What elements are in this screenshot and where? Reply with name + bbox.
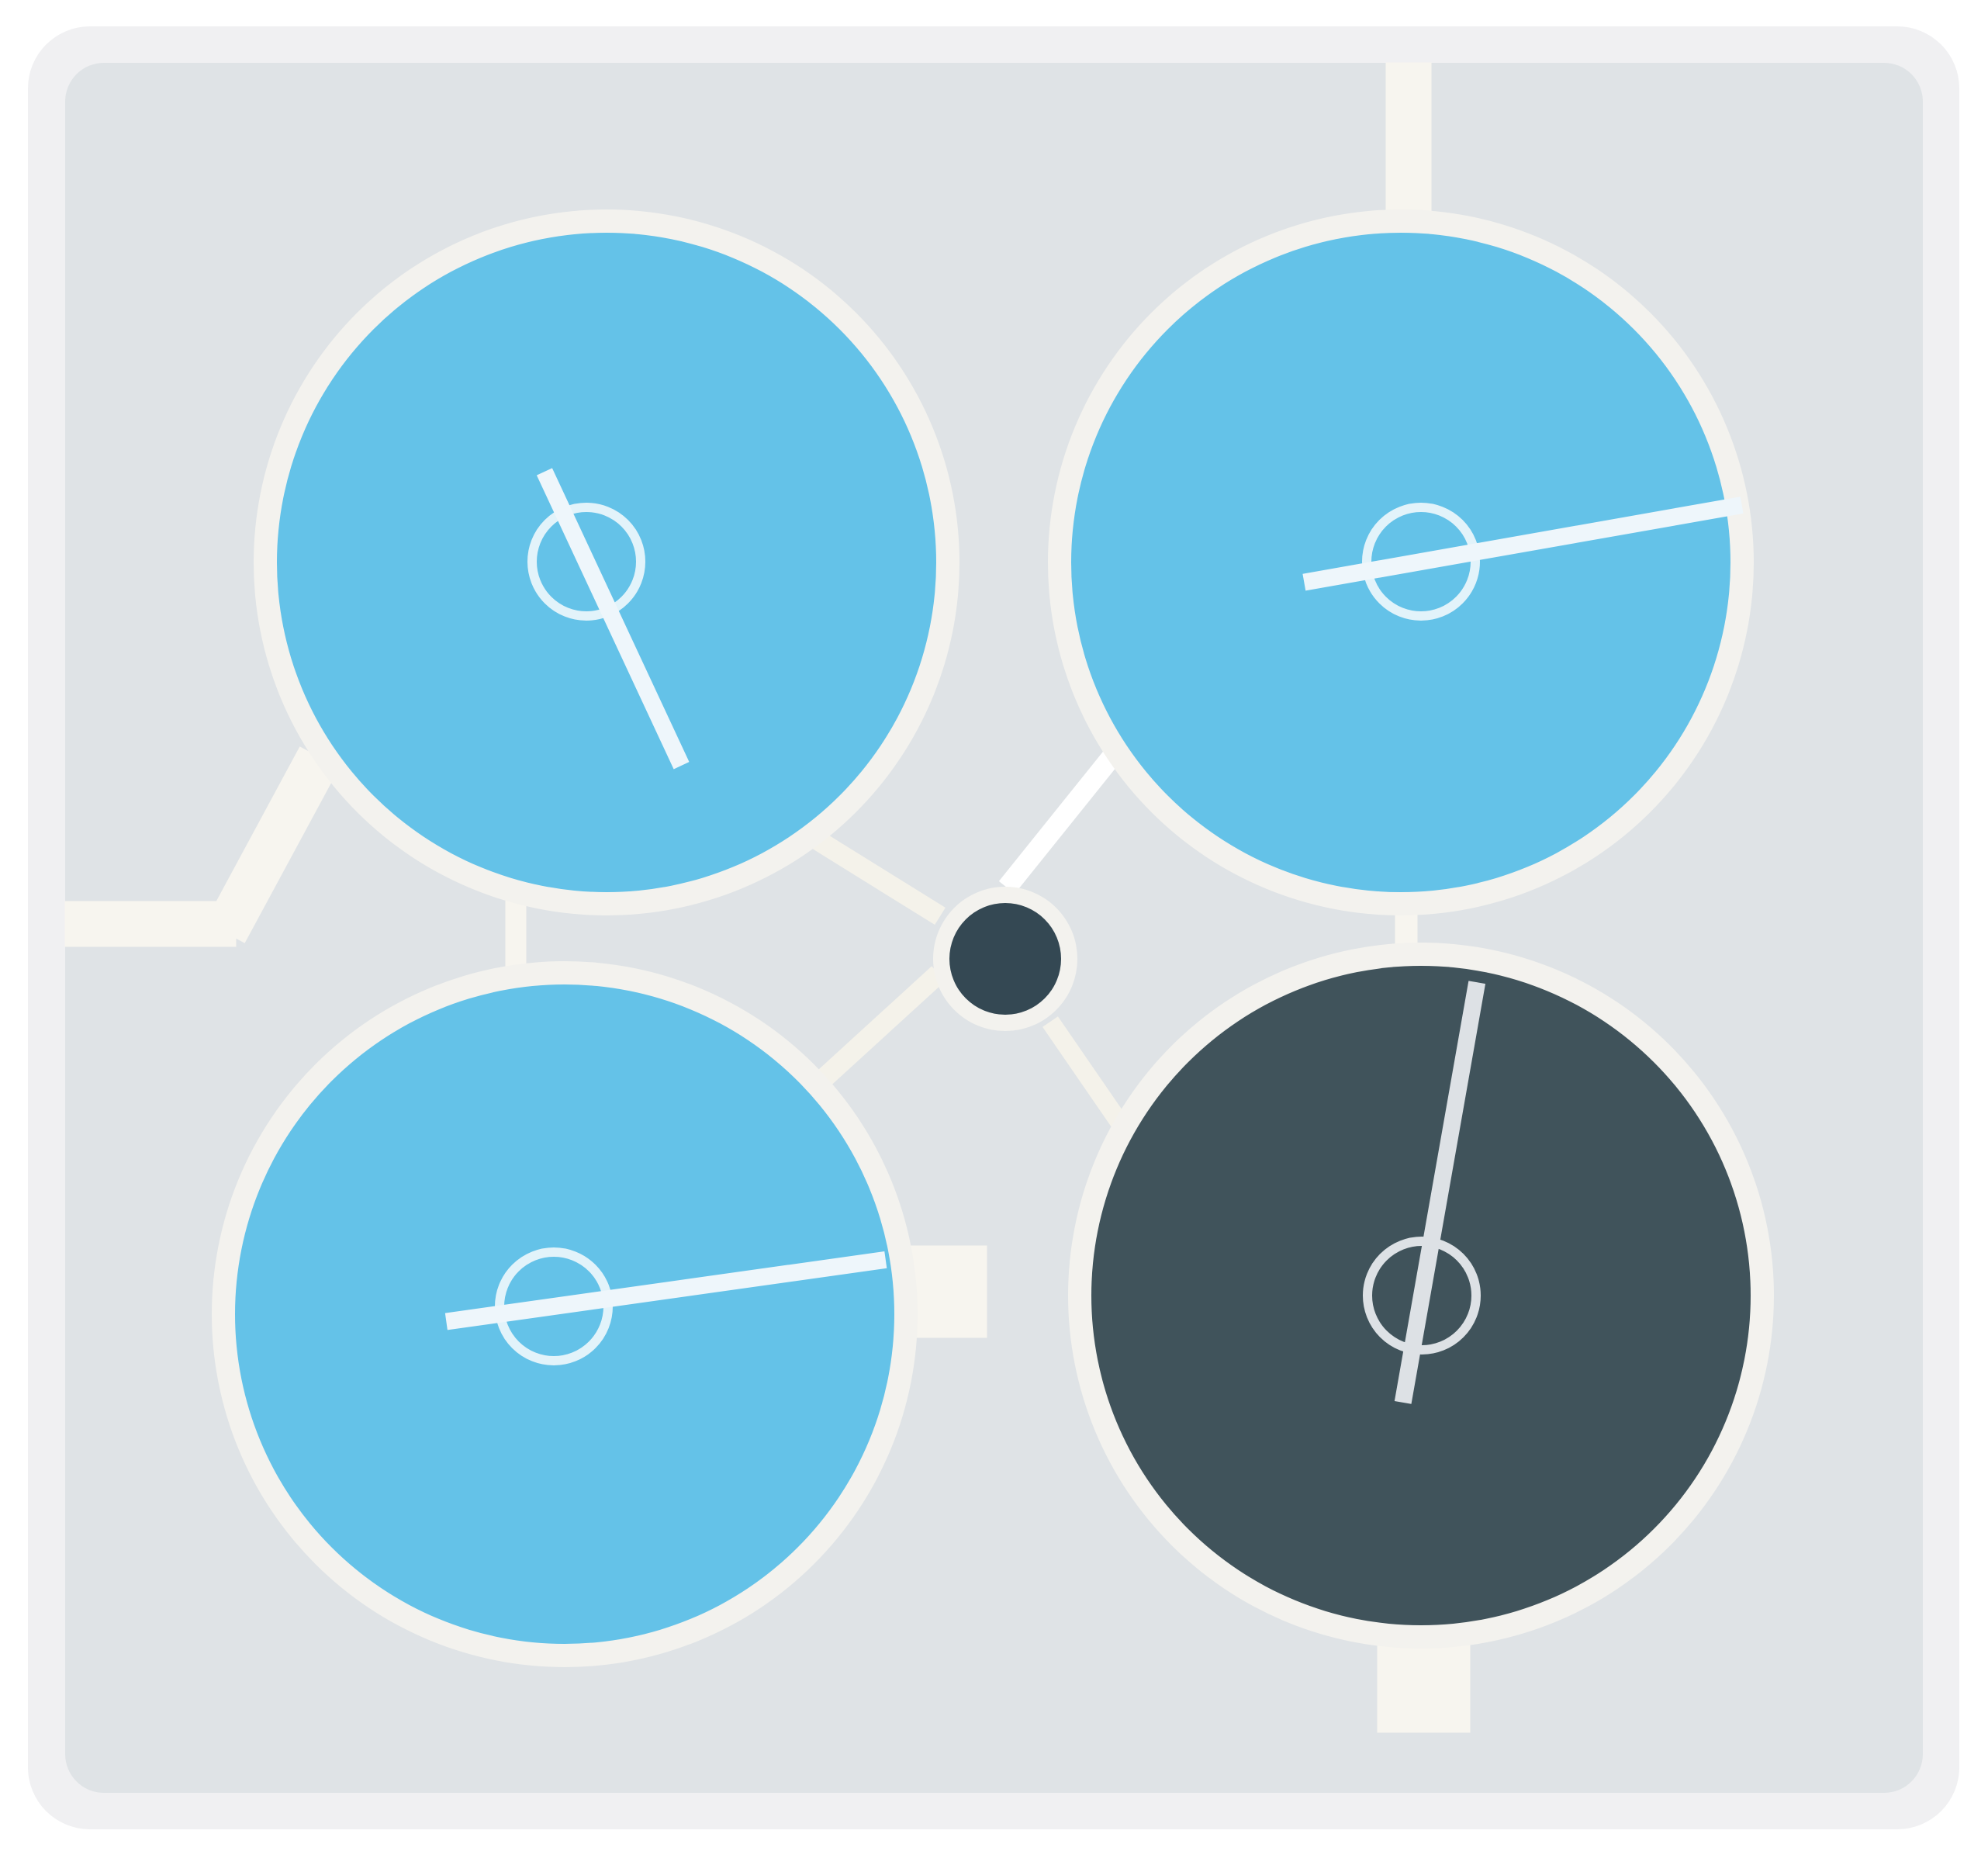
hub-node[interactable] [949,903,1061,1015]
pipe-bottom-right-stub [1377,1636,1471,1733]
pipe-top-right-vertical [1385,62,1432,230]
wheel-bottom-left[interactable] [212,961,918,1667]
wheel-disc[interactable] [235,984,894,1644]
wheel-pivot-icon [527,503,645,621]
wheel-top-right[interactable] [1048,209,1754,915]
wheels-layer [212,209,1774,1667]
connector-top-left [793,819,946,926]
wheel-top-left[interactable] [254,209,959,915]
wheel-pointer [536,468,690,770]
wheel-pointer [1394,981,1486,1404]
wheel-bottom-right[interactable] [1068,943,1774,1649]
wheel-pointer [444,1251,887,1330]
wheel-pointer [1302,497,1744,591]
wheel-disc[interactable] [277,233,936,892]
connector-top-right [998,731,1136,894]
connector-bottom-left [797,966,946,1104]
wheel-pivot-icon [1362,503,1480,621]
hub-connectors [793,731,1142,1149]
wheel-pivot-icon [1363,1237,1481,1355]
pipe-left-diagonal [205,746,340,943]
